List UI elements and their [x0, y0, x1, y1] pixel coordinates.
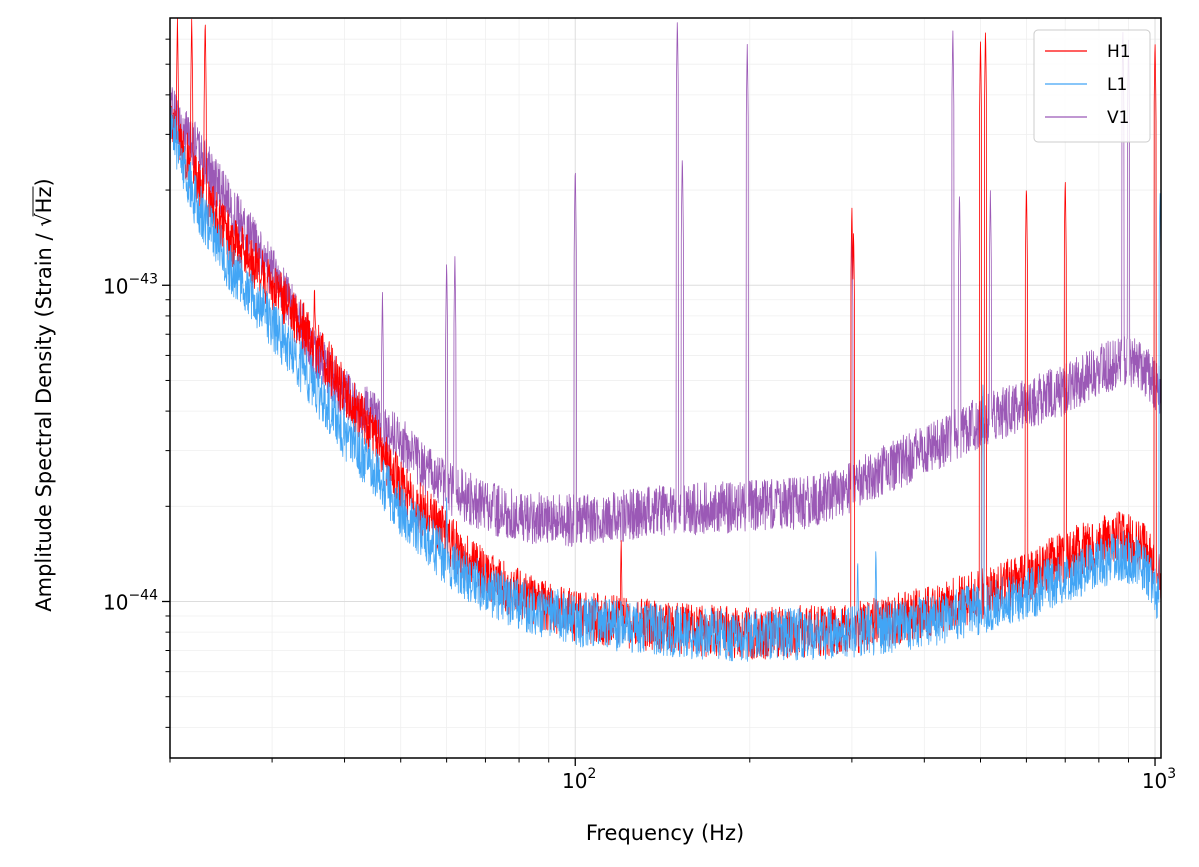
- plot-frame: [169, 17, 1162, 759]
- x-tick-label: 102: [562, 766, 596, 793]
- x-tick-label: 103: [1142, 766, 1176, 793]
- legend-label-l1: L1: [1107, 75, 1127, 95]
- series-layer: [170, 18, 1161, 662]
- tick-labels: 102 103 10−44 10−43: [103, 271, 1176, 793]
- y-axis-label-suffix: ): [32, 178, 56, 186]
- y-tick-label: 10−43: [103, 271, 158, 298]
- legend-label-v1: V1: [1107, 108, 1129, 128]
- legend-box: [1033, 29, 1151, 143]
- y-axis-label: Amplitude Spectral Density (Strain / √Hz…: [32, 178, 56, 611]
- y-axis-label-prefix: Amplitude Spectral Density (Strain /: [32, 227, 56, 612]
- y-tick-label: 10−44: [103, 588, 158, 615]
- svg-text:Amplitude Spectral Density (St: Amplitude Spectral Density (Strain / √Hz…: [32, 178, 56, 611]
- y-axis-label-radicand: Hz: [32, 186, 56, 213]
- x-axis-label: Frequency (Hz): [586, 821, 744, 845]
- series-line-l1: [170, 103, 1161, 662]
- axis-ticks: [162, 38, 1156, 766]
- legend-label-h1: H1: [1107, 42, 1131, 62]
- sqrt-symbol: √: [32, 213, 56, 227]
- legend: H1 L1 V1: [1033, 29, 1151, 143]
